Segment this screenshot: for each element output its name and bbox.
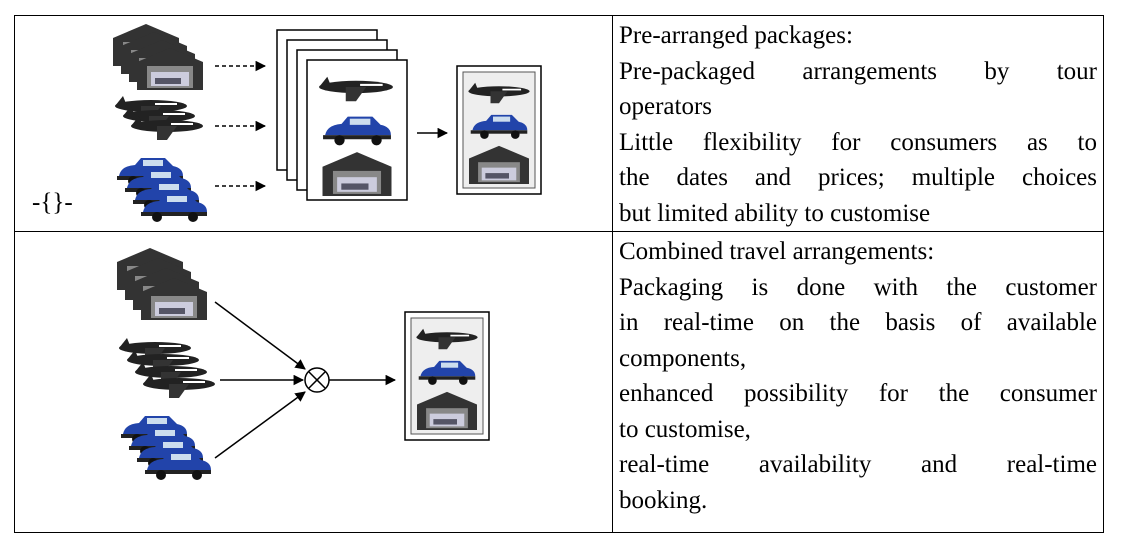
arrow <box>214 391 306 459</box>
table-row: Combined travel arrangements: Packaging … <box>14 231 1104 533</box>
converging-arrows <box>214 301 306 459</box>
text-line: Little flexibility for consumers as to <box>619 128 1097 156</box>
text-line: the dates and prices; multiple choices <box>619 164 1097 191</box>
text-line: Packaging is done with the customer <box>619 273 1097 301</box>
combined-diagram <box>117 248 490 480</box>
image-cell: -{}- <box>14 15 613 232</box>
text-line: Combined travel arrangements: <box>619 238 935 265</box>
car-stack <box>117 158 207 222</box>
text-cell: Combined travel arrangements: Packaging … <box>612 231 1104 533</box>
text-line: Pre-packaged arrangements by tour <box>619 57 1097 85</box>
dashed-arrows <box>215 60 267 192</box>
text-line: in real-time on the basis of available <box>619 309 1097 336</box>
building-stack <box>113 24 203 90</box>
image-label: -{}- <box>32 189 73 216</box>
building-stack <box>117 248 207 320</box>
page: {"table": {"rows": [ {"image_label": "-{… <box>14 15 1104 533</box>
car-stack <box>121 416 211 480</box>
table-row: -{}- Pre-arranged packages: Pre-packaged… <box>14 15 1104 232</box>
text-line: real-time availability and real-time <box>619 451 1097 478</box>
text-line: components, <box>619 344 747 372</box>
image-cell <box>14 231 613 533</box>
text-line: booking. <box>619 486 708 514</box>
plane-stack <box>119 338 215 398</box>
packages-diagram <box>113 24 542 222</box>
text-line: Pre-arranged packages: <box>619 22 853 49</box>
plane-stack <box>115 96 203 140</box>
comparison-table: -{}- Pre-arranged packages: Pre-packaged… <box>14 15 1104 533</box>
arrow <box>214 301 306 370</box>
text-line: but limited ability to customise <box>619 199 931 227</box>
combine-operator <box>304 367 330 393</box>
text-line: to customise, <box>619 415 751 443</box>
operator-cross <box>308 371 326 389</box>
text-cell: Pre-arranged packages: Pre-packaged arra… <box>612 15 1104 232</box>
text-line: operators <box>619 93 713 120</box>
text-line: enhanced possibility for the consumer <box>619 380 1097 407</box>
